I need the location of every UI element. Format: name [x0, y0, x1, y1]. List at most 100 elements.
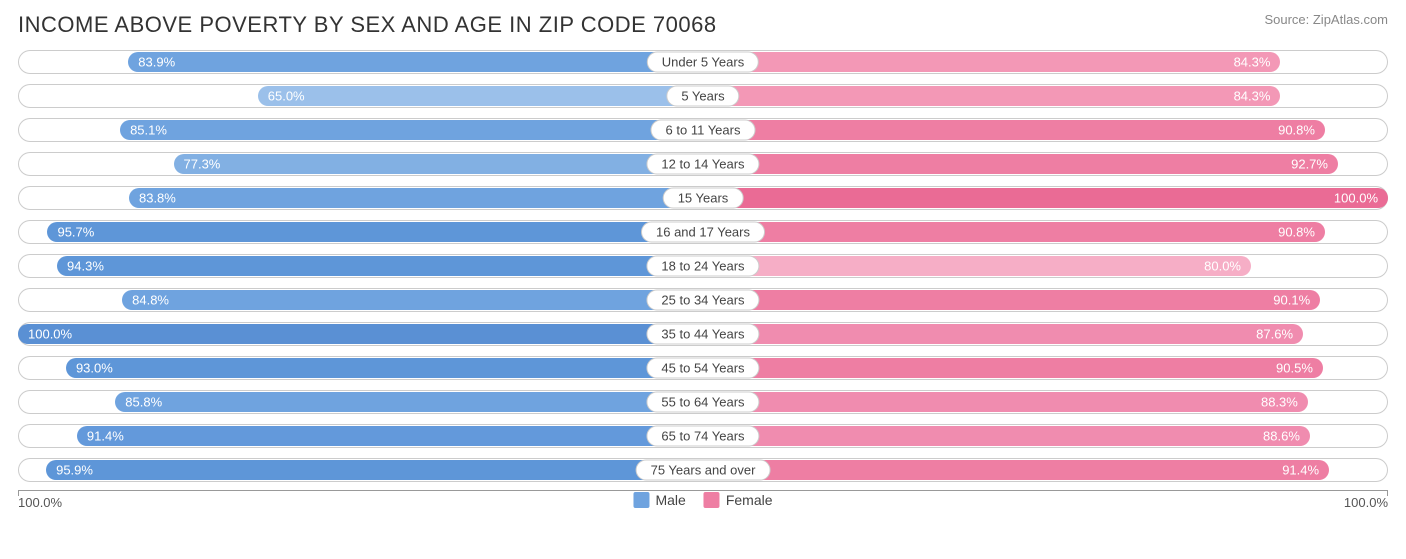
chart-row: 94.3% 80.0%18 to 24 Years	[18, 252, 1388, 280]
female-bar: 88.6%	[703, 426, 1310, 446]
category-label: 45 to 54 Years	[646, 358, 759, 379]
female-bar-label: 90.5%	[1276, 361, 1313, 376]
male-bar: 100.0%	[18, 324, 703, 344]
female-half: 92.7%	[703, 150, 1388, 178]
female-bar-label: 84.3%	[1234, 89, 1271, 104]
female-bar: 90.1%	[703, 290, 1320, 310]
male-bar: 95.9%	[46, 460, 703, 480]
category-label: 35 to 44 Years	[646, 324, 759, 345]
male-bar: 85.1%	[120, 120, 703, 140]
category-label: 18 to 24 Years	[646, 256, 759, 277]
male-bar: 84.8%	[122, 290, 703, 310]
male-bar-label: 94.3%	[67, 259, 104, 274]
male-bar: 83.9%	[128, 52, 703, 72]
female-bar: 88.3%	[703, 392, 1308, 412]
male-bar: 85.8%	[115, 392, 703, 412]
legend-female-label: Female	[726, 492, 773, 508]
legend-female-swatch	[704, 492, 720, 508]
female-bar: 100.0%	[703, 188, 1388, 208]
female-bar-label: 92.7%	[1291, 157, 1328, 172]
female-bar-label: 100.0%	[1334, 191, 1378, 206]
male-bar-label: 93.0%	[76, 361, 113, 376]
chart-row: 84.8% 90.1% 25 to 34 Years	[18, 286, 1388, 314]
axis-left: 100.0%	[18, 490, 703, 512]
female-bar: 92.7%	[703, 154, 1338, 174]
chart-source: Source: ZipAtlas.com	[1264, 12, 1388, 27]
female-half: 90.5%	[703, 354, 1388, 382]
male-half: 91.4%	[18, 422, 703, 450]
female-bar: 84.3%	[703, 86, 1280, 106]
category-label: 55 to 64 Years	[646, 392, 759, 413]
female-bar-label: 90.8%	[1278, 123, 1315, 138]
chart-row: 85.1%90.8%6 to 11 Years	[18, 116, 1388, 144]
female-half: 100.0%	[703, 184, 1388, 212]
male-half: 95.9%	[18, 456, 703, 484]
male-half: 93.0%	[18, 354, 703, 382]
female-bar: 91.4%	[703, 460, 1329, 480]
male-bar: 83.8%	[129, 188, 703, 208]
male-bar: 65.0%	[258, 86, 703, 106]
male-bar-label: 85.8%	[125, 395, 162, 410]
male-bar: 93.0%	[66, 358, 703, 378]
male-bar-label: 83.9%	[138, 55, 175, 70]
chart-row: 65.0% 84.3% 5 Years	[18, 82, 1388, 110]
female-half: 87.6%	[703, 320, 1388, 348]
female-bar: 90.5%	[703, 358, 1323, 378]
female-half: 90.8%	[703, 218, 1388, 246]
category-label: Under 5 Years	[647, 52, 759, 73]
legend-female: Female	[704, 492, 773, 508]
female-bar: 90.8%	[703, 222, 1325, 242]
male-bar-label: 100.0%	[28, 327, 72, 342]
chart-title: INCOME ABOVE POVERTY BY SEX AND AGE IN Z…	[18, 12, 717, 38]
male-bar: 91.4%	[77, 426, 703, 446]
chart-row: 95.7%90.8%16 and 17 Years	[18, 218, 1388, 246]
female-half: 91.4%	[703, 456, 1388, 484]
male-half: 77.3%	[18, 150, 703, 178]
axis-row: 100.0% 100.0% Male Female	[18, 490, 1388, 512]
female-bar-label: 90.1%	[1273, 293, 1310, 308]
male-bar: 95.7%	[47, 222, 703, 242]
male-half: 85.8%	[18, 388, 703, 416]
female-half: 88.6%	[703, 422, 1388, 450]
chart-row: 83.9% 84.3% Under 5 Years	[18, 48, 1388, 76]
chart-row: 83.8%100.0%15 Years	[18, 184, 1388, 212]
female-bar: 80.0%	[703, 256, 1251, 276]
male-half: 95.7%	[18, 218, 703, 246]
male-half: 94.3%	[18, 252, 703, 280]
female-bar-label: 90.8%	[1278, 225, 1315, 240]
chart-row: 100.0% 87.6% 35 to 44 Years	[18, 320, 1388, 348]
male-half: 100.0%	[18, 320, 703, 348]
category-label: 5 Years	[666, 86, 739, 107]
female-half: 90.8%	[703, 116, 1388, 144]
legend-male: Male	[633, 492, 685, 508]
female-bar: 87.6%	[703, 324, 1303, 344]
female-half: 84.3%	[703, 48, 1388, 76]
male-bar-label: 95.7%	[57, 225, 94, 240]
category-label: 25 to 34 Years	[646, 290, 759, 311]
female-bar-label: 87.6%	[1256, 327, 1293, 342]
female-half: 90.1%	[703, 286, 1388, 314]
male-bar-label: 84.8%	[132, 293, 169, 308]
chart-row: 77.3% 92.7% 12 to 14 Years	[18, 150, 1388, 178]
diverging-bar-chart: 83.9% 84.3% Under 5 Years 65.0% 84.3% 5 Years…	[18, 48, 1388, 484]
chart-header: INCOME ABOVE POVERTY BY SEX AND AGE IN Z…	[18, 12, 1388, 38]
chart-row: 85.8% 88.3%55 to 64 Years	[18, 388, 1388, 416]
category-label: 65 to 74 Years	[646, 426, 759, 447]
female-bar: 84.3%	[703, 52, 1280, 72]
axis-left-label: 100.0%	[18, 495, 62, 510]
legend-male-swatch	[633, 492, 649, 508]
male-half: 84.8%	[18, 286, 703, 314]
female-bar-label: 84.3%	[1234, 55, 1271, 70]
axis-right: 100.0%	[703, 490, 1388, 512]
female-half: 80.0%	[703, 252, 1388, 280]
male-bar-label: 91.4%	[87, 429, 124, 444]
male-half: 85.1%	[18, 116, 703, 144]
legend: Male Female	[633, 492, 772, 508]
category-label: 75 Years and over	[636, 460, 771, 481]
chart-row: 91.4% 88.6% 65 to 74 Years	[18, 422, 1388, 450]
male-half: 65.0%	[18, 82, 703, 110]
female-bar-label: 88.6%	[1263, 429, 1300, 444]
chart-row: 93.0% 90.5% 45 to 54 Years	[18, 354, 1388, 382]
male-half: 83.8%	[18, 184, 703, 212]
category-label: 12 to 14 Years	[646, 154, 759, 175]
